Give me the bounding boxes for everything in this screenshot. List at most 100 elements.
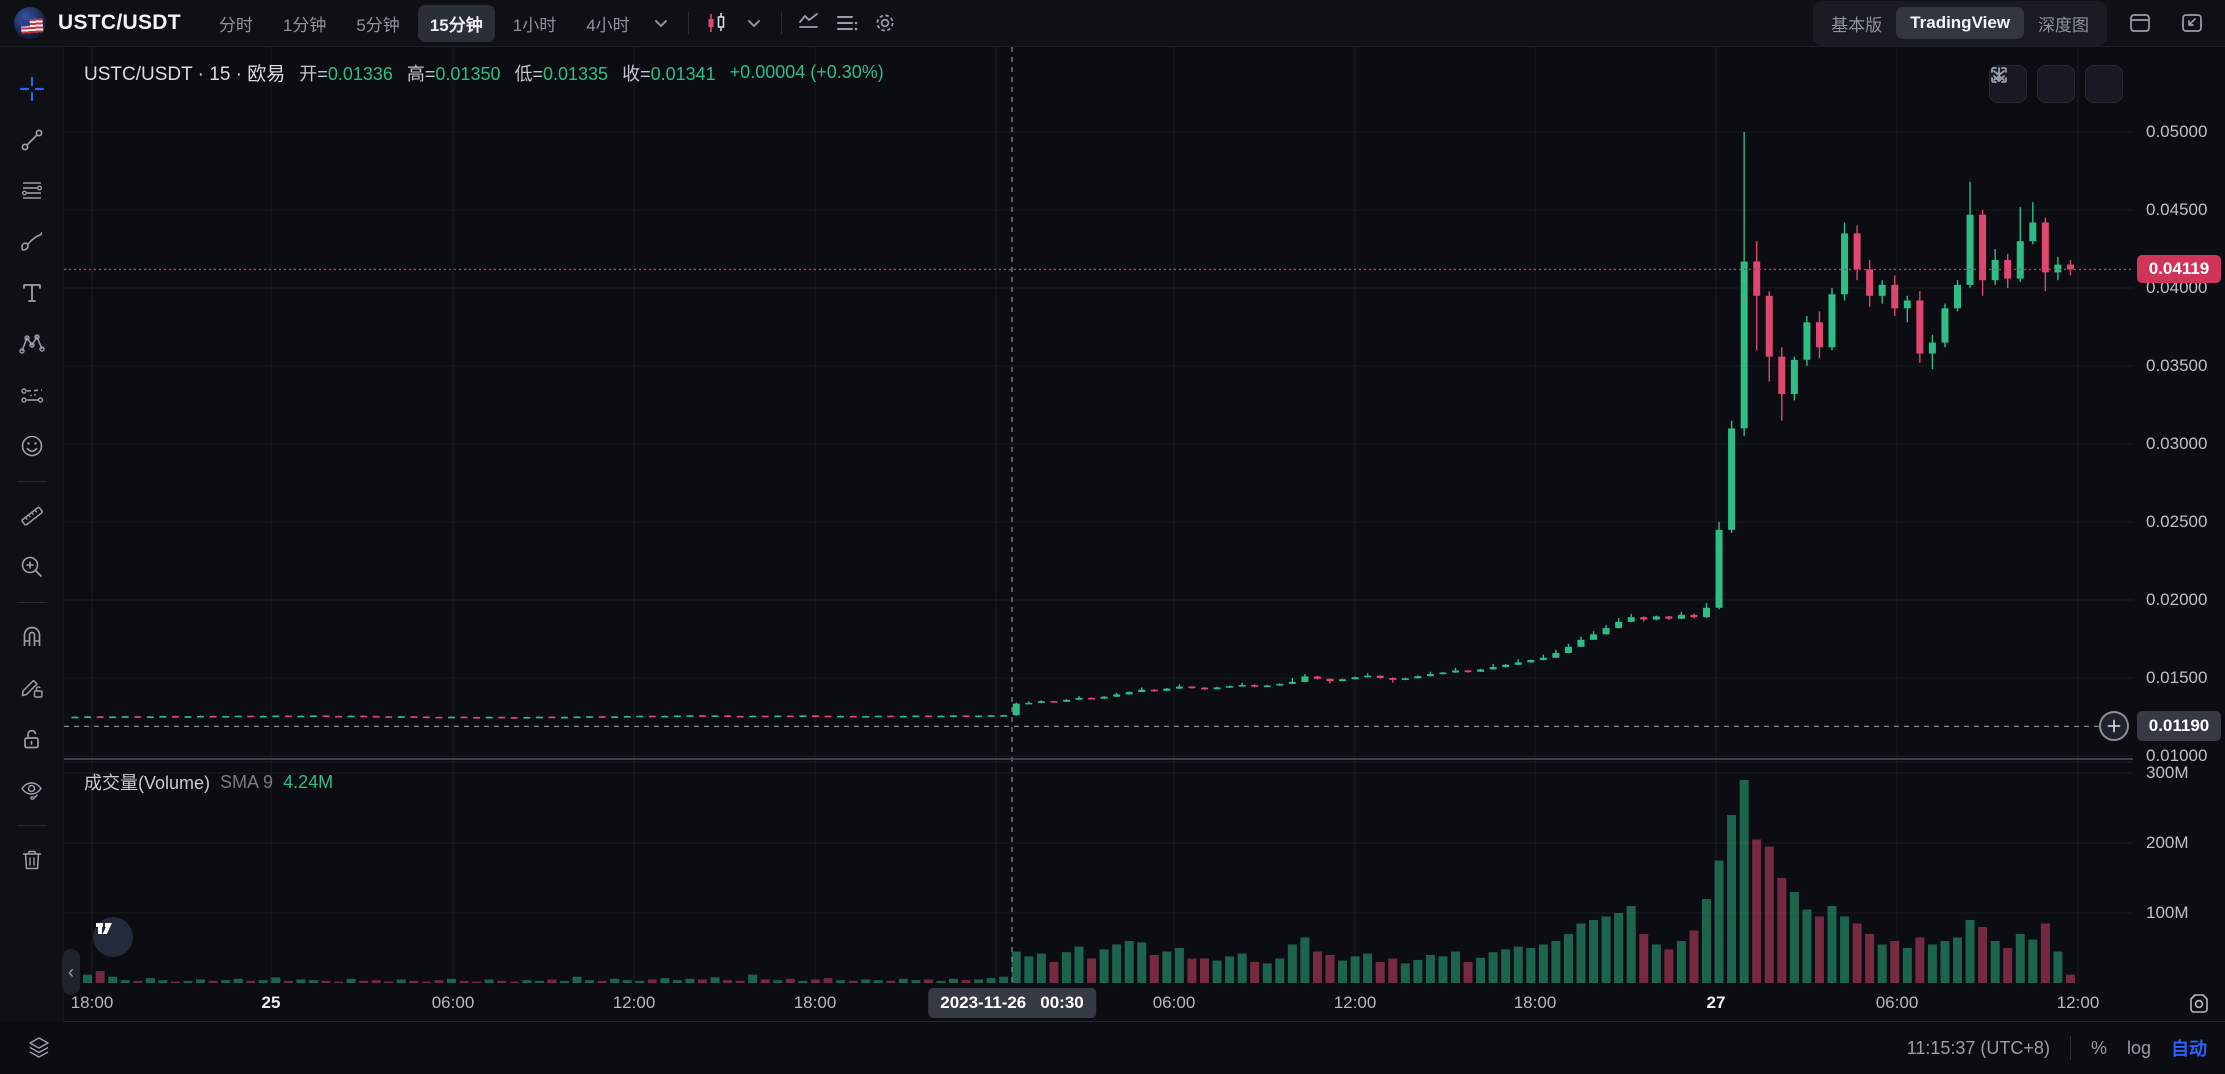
candle-body bbox=[1514, 662, 1522, 665]
candle-body bbox=[1138, 689, 1146, 693]
legend-high: 高=0.01350 bbox=[406, 63, 501, 84]
candlestick-chart[interactable] bbox=[64, 47, 2133, 985]
timeframe-1小时[interactable]: 1小时 bbox=[512, 15, 557, 35]
timeframe-15分钟[interactable]: 15分钟 bbox=[417, 4, 495, 42]
volume-bar bbox=[1375, 962, 1385, 983]
screenshot-camera-button[interactable] bbox=[2183, 988, 2215, 1020]
volume-bar bbox=[1651, 944, 1661, 983]
timeframe-分时[interactable]: 分时 bbox=[218, 15, 253, 35]
auto-scale-toggle[interactable]: 自动 bbox=[2171, 1039, 2207, 1059]
price-tick: 0.02500 bbox=[2146, 512, 2208, 531]
volume-bar bbox=[1174, 948, 1184, 983]
volume-bar bbox=[1187, 958, 1197, 983]
time-axis[interactable]: 2023-11-26 00:30 18:00 25 06:00 12:00 18:00 0… bbox=[64, 985, 2225, 1022]
xabcd-pattern-tool-button[interactable] bbox=[10, 322, 54, 366]
volume-bar bbox=[170, 981, 180, 983]
volume-bar bbox=[936, 980, 946, 983]
candle-body bbox=[1452, 670, 1459, 673]
forecast-tool-button[interactable] bbox=[10, 373, 54, 417]
candle-body bbox=[1100, 696, 1108, 699]
percent-scale-toggle[interactable]: % bbox=[2090, 1037, 2107, 1058]
fullscreen-button[interactable] bbox=[1991, 65, 2123, 103]
volume-bar bbox=[2053, 951, 2063, 983]
volume-bar bbox=[221, 980, 231, 983]
candle-body bbox=[799, 715, 807, 718]
tradingview-logo[interactable] bbox=[93, 917, 133, 957]
eye-hide-icon bbox=[20, 782, 42, 800]
volume-bar bbox=[1099, 949, 1109, 983]
volume-bar bbox=[1149, 955, 1159, 983]
add-order-plus-button[interactable] bbox=[2099, 711, 2129, 742]
xabcd-pattern-icon bbox=[18, 334, 45, 354]
volume-bar bbox=[95, 971, 105, 983]
volume-bar bbox=[1777, 878, 1787, 983]
lock-drawings-button[interactable] bbox=[10, 717, 54, 761]
compare-overlay-button[interactable] bbox=[790, 6, 828, 40]
collapse-pane-button[interactable] bbox=[1993, 65, 2075, 103]
crosshair-tool-button[interactable] bbox=[10, 67, 54, 111]
candle-body bbox=[1665, 616, 1673, 619]
volume-bar bbox=[1965, 920, 1975, 983]
chart-style-chevron[interactable] bbox=[735, 6, 773, 40]
toolbar-collapse-tab[interactable]: ‹ bbox=[62, 949, 80, 995]
price-tick: 0.01500 bbox=[2146, 668, 2208, 687]
volume-bar bbox=[961, 980, 971, 983]
candle-body bbox=[1489, 667, 1497, 670]
text-tool-button[interactable] bbox=[10, 271, 54, 315]
candle-body bbox=[1640, 617, 1648, 620]
volume-bar bbox=[1890, 941, 1900, 983]
volume-bar bbox=[1262, 963, 1272, 983]
candle-body bbox=[1351, 677, 1359, 680]
candle-body bbox=[1050, 701, 1058, 703]
volume-bar bbox=[434, 980, 444, 983]
timeframe-4小时[interactable]: 4小时 bbox=[586, 15, 630, 35]
indicators-button[interactable] bbox=[828, 6, 866, 40]
timeframe-more-chevron[interactable] bbox=[642, 6, 680, 40]
volume-tick: 200M bbox=[2146, 833, 2189, 852]
candle-body bbox=[1062, 699, 1070, 702]
volume-bar bbox=[1275, 958, 1285, 983]
candle-body bbox=[1715, 529, 1723, 608]
chart-plot-area[interactable]: USTC/USDT · 15 · 欧易 开=0.01336 高=0.01350 … bbox=[62, 47, 2133, 995]
horizontal-lines-tool-button[interactable] bbox=[10, 169, 54, 213]
view-tab-TradingView[interactable]: TradingView bbox=[1896, 7, 2024, 39]
price-scale[interactable]: 0.04119 0.01190 0.05000 0.04500 0.04000 0.0… bbox=[2099, 47, 2225, 985]
view-tab-深度图[interactable]: 深度图 bbox=[2038, 15, 2089, 35]
legend-change: +0.00004 (+0.30%) bbox=[729, 62, 884, 82]
emoji-tool-button[interactable] bbox=[10, 424, 54, 468]
remove-all-drawings-button[interactable] bbox=[10, 838, 54, 882]
volume-bar bbox=[346, 978, 356, 983]
object-tree-button[interactable] bbox=[24, 1033, 54, 1063]
view-tab-基本版[interactable]: 基本版 bbox=[1831, 15, 1883, 35]
candle-body bbox=[1326, 678, 1334, 682]
trend-line-tool-button[interactable] bbox=[10, 118, 54, 162]
magnet-mode-button[interactable] bbox=[10, 615, 54, 659]
brush-tool-button[interactable] bbox=[10, 220, 54, 264]
candle-body bbox=[1401, 678, 1409, 680]
volume-bar bbox=[1877, 944, 1887, 983]
zoom-in-tool-button[interactable] bbox=[10, 545, 54, 589]
drawing-mode-button[interactable] bbox=[10, 666, 54, 710]
volume-bar bbox=[1212, 960, 1222, 983]
volume-bar bbox=[296, 979, 306, 983]
tradingview-logo-icon bbox=[96, 923, 112, 934]
plus-icon bbox=[2107, 719, 2121, 733]
log-scale-toggle[interactable]: log bbox=[2126, 1037, 2151, 1058]
volume-bar bbox=[497, 980, 507, 983]
timeframe-1分钟[interactable]: 1分钟 bbox=[282, 15, 327, 35]
timeframe-5分钟[interactable]: 5分钟 bbox=[356, 15, 400, 35]
candle-body bbox=[711, 715, 719, 718]
volume-bar bbox=[1400, 963, 1410, 983]
measure-tool-button[interactable] bbox=[10, 494, 54, 538]
volume-bar bbox=[1689, 930, 1699, 983]
candle-body bbox=[1928, 342, 1936, 354]
volume-bar bbox=[1087, 958, 1097, 983]
chart-style-button[interactable] bbox=[697, 6, 735, 40]
volume-bar bbox=[585, 980, 595, 983]
chart-settings-button[interactable] bbox=[866, 6, 904, 40]
dock-chart-button[interactable] bbox=[2173, 6, 2211, 40]
hide-drawings-button[interactable] bbox=[10, 768, 54, 812]
candle-body bbox=[1728, 428, 1736, 530]
candle-body bbox=[146, 716, 154, 718]
panel-layout-button[interactable] bbox=[2121, 6, 2159, 40]
